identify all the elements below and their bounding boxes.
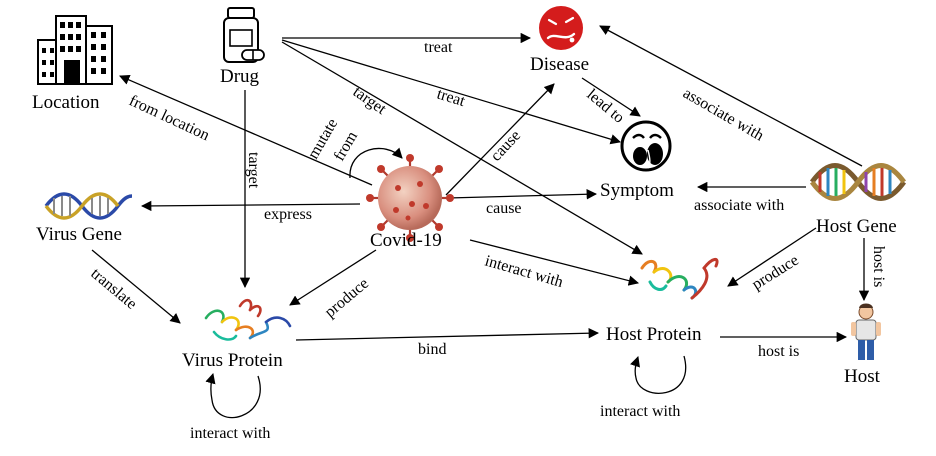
node-host-gene: Host Gene — [809, 163, 907, 237]
person-icon — [851, 303, 881, 360]
node-label-virus-gene: Virus Gene — [36, 224, 122, 245]
edge-covid-virus-gene — [140, 200, 361, 212]
edge-virus-gene-virus-protein — [91, 249, 181, 324]
node-disease: Disease — [530, 6, 589, 75]
label-host-gene-disease: associate with — [680, 85, 767, 145]
label-covid-location: from location — [126, 92, 212, 144]
label-host-gene-host: host is — [870, 246, 887, 287]
node-location: Location — [32, 15, 113, 113]
edge-virus-protein-self — [205, 372, 261, 418]
node-virus-protein: Virus Protein — [182, 298, 292, 371]
edge-covid-symptom — [447, 189, 598, 200]
label-drug-symptom: treat — [435, 86, 468, 111]
edge-virus-protein-host-protein — [295, 328, 600, 341]
label-host-gene-host-protein: produce — [749, 252, 802, 294]
edge-covid-virus-protein — [289, 249, 377, 306]
node-label-host: Host — [844, 366, 881, 387]
label-host-gene-symptom: associate with — [694, 197, 784, 214]
edge-covid-host-protein — [469, 239, 640, 286]
node-covid: Covid-19 — [366, 154, 454, 251]
node-label-drug: Drug — [220, 66, 260, 87]
label-virus-protein-self: interact with — [190, 425, 270, 442]
label-host-protein-self: interact with — [600, 403, 680, 420]
dna-icon — [809, 163, 907, 201]
label-disease-symptom: lead to — [583, 86, 627, 127]
protein-structure-icon — [204, 298, 292, 341]
node-drug: Drug — [220, 7, 265, 87]
label-host-protein-host: host is — [758, 343, 799, 360]
protein-structure-icon — [640, 258, 719, 300]
edge-disease-symptom — [581, 77, 641, 117]
label-virus-gene-virus-protein: translate — [87, 265, 139, 313]
crying-face-icon — [620, 120, 672, 172]
building-icon — [37, 15, 113, 85]
label-virus-protein-host-protein: bind — [418, 341, 446, 358]
label-covid-host-protein: interact with — [483, 253, 565, 292]
label-covid-symptom: cause — [486, 200, 522, 217]
node-host: Host — [844, 303, 881, 387]
edge-covid-location — [119, 74, 373, 186]
edge-labels: treat treat target target from location … — [87, 39, 887, 442]
edge-drug-host-protein — [281, 41, 643, 255]
edge-covid-self — [349, 147, 403, 179]
node-label-location: Location — [32, 92, 100, 113]
label-covid-virus-gene: express — [264, 206, 312, 223]
edge-host-gene-disease — [599, 25, 863, 167]
edge-host-gene-host-protein — [727, 227, 817, 287]
node-symptom: Symptom — [600, 120, 674, 201]
label-covid-virus-protein: produce — [322, 275, 372, 321]
label-drug-host-protein: target — [350, 83, 390, 118]
node-label-disease: Disease — [530, 54, 589, 75]
edges — [91, 25, 870, 418]
edge-covid-disease — [445, 83, 555, 196]
node-label-host-gene: Host Gene — [816, 216, 897, 237]
sick-face-icon — [539, 6, 583, 50]
node-host-protein: Host Protein — [606, 258, 719, 345]
edge-host-protein-self — [630, 355, 687, 394]
edge-drug-symptom — [281, 39, 621, 145]
node-label-virus-protein: Virus Protein — [182, 350, 283, 371]
node-label-covid: Covid-19 — [370, 230, 442, 251]
node-label-host-protein: Host Protein — [606, 324, 702, 345]
label-drug-virus-protein: target — [245, 152, 262, 189]
pill-bottle-icon — [223, 7, 265, 63]
coronavirus-icon — [366, 154, 454, 242]
node-label-symptom: Symptom — [600, 180, 674, 201]
node-virus-gene: Virus Gene — [36, 192, 133, 245]
label-drug-disease: treat — [424, 39, 453, 56]
dna-strand-icon — [44, 192, 133, 220]
label-covid-disease: cause — [487, 127, 524, 165]
